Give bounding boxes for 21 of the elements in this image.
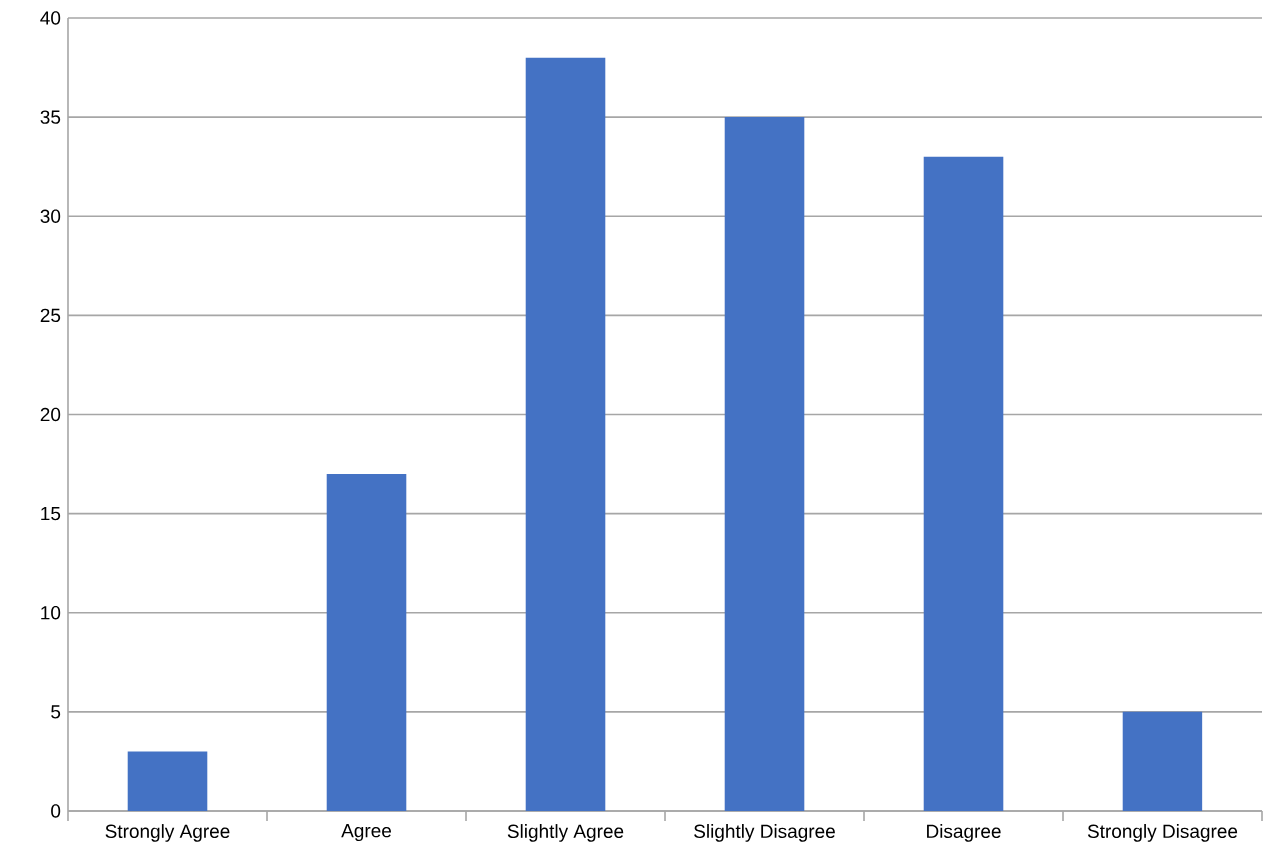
y-tick-label: 15 bbox=[41, 506, 61, 521]
bar bbox=[724, 117, 805, 811]
bar bbox=[923, 156, 1004, 811]
x-tick-label: Slightly Agree bbox=[507, 824, 624, 842]
y-tick-label: 30 bbox=[40, 209, 61, 223]
bar bbox=[127, 751, 208, 811]
y-tick-label: 20 bbox=[40, 407, 61, 422]
y-tick-label: 0 bbox=[51, 804, 61, 818]
y-tick-label: 5 bbox=[51, 705, 61, 719]
x-tick-label: Strongly Agree bbox=[105, 824, 230, 842]
x-tick-label: Strongly Disagree bbox=[1087, 824, 1238, 842]
x-tick-label: Disagree bbox=[927, 824, 1001, 842]
y-tick-label: 40 bbox=[40, 11, 61, 25]
bar bbox=[326, 473, 407, 811]
x-tick-label: Slightly Disagree bbox=[694, 824, 835, 842]
y-tick-label: 10 bbox=[41, 606, 61, 620]
bar bbox=[525, 57, 606, 811]
x-tick-label: Agree bbox=[341, 824, 392, 842]
bar bbox=[1122, 711, 1203, 811]
y-tick-label: 35 bbox=[40, 110, 61, 124]
y-tick-label: 25 bbox=[40, 308, 61, 323]
